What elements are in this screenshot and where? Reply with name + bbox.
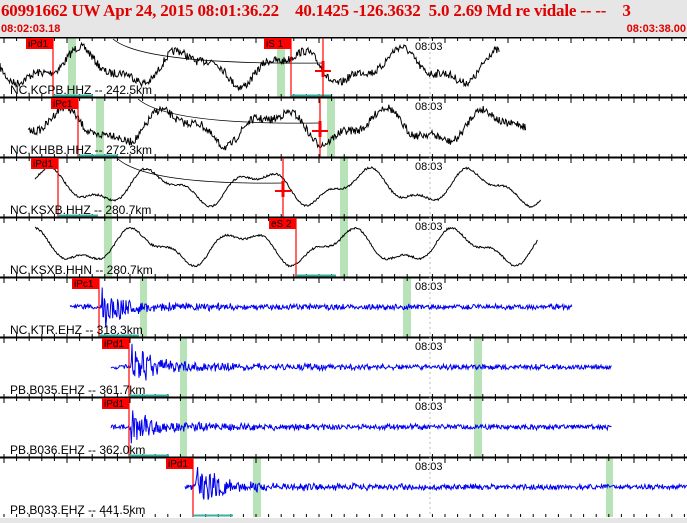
phase-pick-label: iPd1 [104, 399, 124, 410]
time-tick-label: 08:03 [415, 281, 443, 293]
travel-time-curve [117, 158, 284, 184]
phase-pick-tag[interactable] [26, 38, 53, 49]
phase-pick-label: iPc1 [74, 279, 94, 290]
waveform-trace [110, 343, 612, 381]
trace-panel[interactable]: 08:03 iPd1 iS 1 NC.KCPB.HHZ -- 242.5km [0, 36, 687, 97]
time-tick-label: 08:03 [415, 341, 443, 353]
station-label: PB.B035.EHZ -- 361.7km [10, 383, 145, 397]
waveform-trace [34, 166, 542, 208]
waveform-trace [27, 103, 527, 151]
time-tick-label: 08:03 [415, 461, 443, 473]
waveform-trace [184, 466, 687, 500]
trace-panel[interactable]: 08:03 iPc1 NC.KTR.EHZ -- 318.3km [0, 276, 687, 337]
pick-window-band [277, 38, 285, 97]
time-tick-label: 08:03 [415, 221, 443, 233]
station-label: PB.B033.EHZ -- 441.5km [10, 503, 145, 517]
station-label: NC.KTR.EHZ -- 318.3km [10, 323, 143, 337]
station-label: PB.B036.EHZ -- 362.0km [10, 443, 145, 457]
phase-pick-tag[interactable] [269, 218, 296, 229]
waveform-trace [69, 287, 573, 328]
event-title: 60991662 UW Apr 24, 2015 08:01:36.22 40.… [1, 1, 631, 20]
phase-pick-label: iPd1 [33, 159, 53, 170]
phase-pick-tag[interactable] [72, 278, 99, 289]
trace-panel[interactable]: 08:03 iPd1 PB.B035.EHZ -- 361.7km [0, 336, 687, 397]
waveform-trace [110, 410, 612, 444]
phase-pick-tag[interactable] [31, 158, 58, 169]
phase-pick-tag[interactable] [51, 98, 78, 109]
end-time: 08:03:38.00 [626, 23, 686, 35]
pick-window-band [104, 158, 112, 217]
waveform-trace [0, 41, 500, 92]
time-tick-label: 08:03 [415, 101, 443, 113]
trace-panel[interactable]: 08:03 iPc1 NC.KHBB.HHZ -- 272.3km [0, 96, 687, 157]
start-time: 08:02:03.18 [1, 23, 61, 35]
travel-time-curve [137, 98, 321, 124]
phase-pick-label: iPd1 [28, 39, 48, 50]
time-tick-label: 08:03 [415, 161, 443, 173]
station-label: NC.KHBB.HHZ -- 272.3km [10, 143, 152, 157]
trace-panel[interactable]: 08:03 iPd1 NC.KSXB.HHZ -- 280.7km [0, 156, 687, 217]
station-label: NC.KSXB.HHN -- 280.7km [10, 263, 153, 277]
pick-window-band [96, 98, 104, 157]
phase-pick-tag[interactable] [264, 38, 291, 49]
pick-window-band [104, 218, 112, 277]
time-tick-label: 08:03 [415, 401, 443, 413]
pick-window-band [340, 218, 348, 277]
travel-time-curve [112, 38, 324, 64]
pick-window-band [327, 98, 335, 157]
seismogram-panels[interactable]: 08:03 iPd1 iS 1 NC.KCPB.HHZ -- 242.5km 08:03… [0, 36, 687, 518]
phase-pick-label: eS 2 [271, 219, 292, 230]
trace-panel[interactable]: 08:03 eS 2 NC.KSXB.HHN -- 280.7km [0, 216, 687, 277]
trace-panel[interactable]: 08:03 iPd1 PB.B033.EHZ -- 441.5km [0, 456, 687, 517]
phase-pick-label: iPd1 [168, 459, 188, 470]
pick-window-band [68, 38, 76, 97]
station-label: NC.KCPB.HHZ -- 242.5km [10, 83, 152, 97]
event-header: 60991662 UW Apr 24, 2015 08:01:36.22 40.… [0, 0, 687, 37]
phase-pick-label: iS 1 [266, 39, 284, 50]
trace-panel[interactable]: 08:03 iPd1 PB.B036.EHZ -- 362.0km [0, 396, 687, 457]
phase-pick-tag[interactable] [166, 458, 193, 469]
phase-pick-tag[interactable] [102, 398, 129, 409]
time-tick-label: 08:03 [415, 41, 443, 53]
phase-pick-label: iPc1 [53, 99, 73, 110]
phase-pick-tag[interactable] [102, 338, 129, 349]
waveform-trace [34, 226, 538, 268]
station-label: NC.KSXB.HHZ -- 280.7km [10, 203, 151, 217]
phase-pick-label: iPd1 [104, 339, 124, 350]
